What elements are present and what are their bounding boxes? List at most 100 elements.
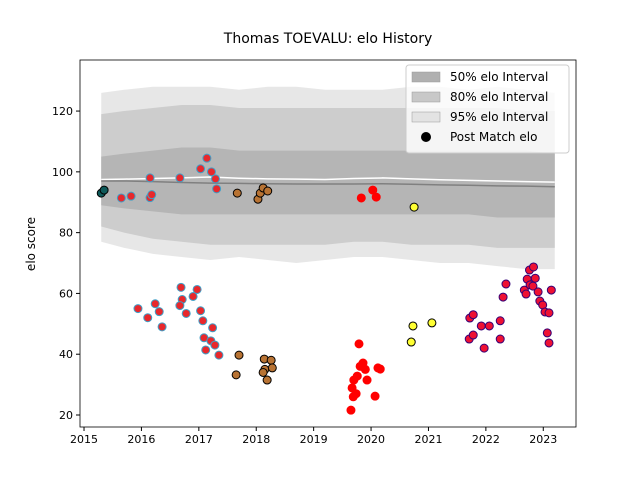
legend-label: Post Match elo xyxy=(450,130,537,144)
point xyxy=(409,202,419,212)
point xyxy=(198,316,208,326)
point xyxy=(352,371,362,381)
x-tick-label: 2021 xyxy=(414,433,442,446)
point xyxy=(371,192,381,202)
x-tick-label: 2019 xyxy=(300,433,328,446)
point xyxy=(175,173,185,183)
point xyxy=(408,321,418,331)
point xyxy=(206,167,216,177)
point xyxy=(495,316,505,326)
legend-marker xyxy=(421,132,431,142)
point xyxy=(99,185,109,195)
point xyxy=(267,363,277,373)
point xyxy=(188,291,198,301)
point xyxy=(201,345,211,355)
y-tick-label: 20 xyxy=(59,409,73,422)
point xyxy=(263,186,273,196)
point xyxy=(208,323,218,333)
point xyxy=(192,284,202,294)
point xyxy=(544,338,554,348)
legend-swatch xyxy=(411,111,441,123)
point xyxy=(427,318,437,328)
legend-label: 95% elo Interval xyxy=(450,110,548,124)
y-axis-label: elo score xyxy=(24,217,38,271)
point xyxy=(176,282,186,292)
point xyxy=(546,285,556,295)
y-tick-label: 60 xyxy=(59,287,73,300)
x-tick-label: 2016 xyxy=(127,433,155,446)
point xyxy=(212,184,222,194)
point xyxy=(370,391,380,401)
x-tick-label: 2017 xyxy=(185,433,213,446)
point xyxy=(354,339,364,349)
point xyxy=(266,355,276,365)
point xyxy=(521,289,531,299)
point xyxy=(346,405,356,415)
point xyxy=(468,330,478,340)
plot-frame xyxy=(79,59,577,428)
x-tick-label: 2015 xyxy=(70,433,98,446)
point xyxy=(232,188,242,198)
point xyxy=(116,193,126,203)
point xyxy=(126,191,136,201)
point xyxy=(231,370,241,380)
point xyxy=(202,153,212,163)
point xyxy=(544,308,554,318)
center-line xyxy=(101,180,555,188)
point xyxy=(175,301,185,311)
point xyxy=(529,262,539,272)
point xyxy=(484,321,494,331)
x-tick-label: 2018 xyxy=(242,433,270,446)
legend-label: 50% elo Interval xyxy=(450,70,548,84)
point xyxy=(210,340,220,350)
chart-title: Thomas TOEVALU: elo History xyxy=(223,31,432,47)
point xyxy=(147,190,157,200)
legend: 50% elo Interval 80% elo Interval 95% elo … xyxy=(405,64,570,154)
point xyxy=(196,164,206,174)
point xyxy=(262,375,272,385)
point xyxy=(157,322,167,332)
y-tick-label: 100 xyxy=(52,166,73,179)
point xyxy=(501,279,511,289)
legend-swatch xyxy=(411,91,441,103)
point xyxy=(528,281,538,291)
point xyxy=(181,308,191,318)
point xyxy=(356,193,366,203)
y-tick-label: 40 xyxy=(59,348,73,361)
point xyxy=(133,304,143,314)
legend-label: 80% elo Interval xyxy=(450,90,548,104)
x-tick-label: 2022 xyxy=(472,433,500,446)
x-tick-label: 2020 xyxy=(357,433,385,446)
point xyxy=(348,392,358,402)
point xyxy=(533,287,543,297)
point xyxy=(498,292,508,302)
point xyxy=(530,273,540,283)
point xyxy=(214,350,224,360)
point xyxy=(150,299,160,309)
point xyxy=(479,343,489,353)
y-tick-label: 80 xyxy=(59,227,73,240)
point xyxy=(375,364,385,374)
point xyxy=(145,173,155,183)
x-tick-label: 2023 xyxy=(529,433,557,446)
point xyxy=(476,321,486,331)
point xyxy=(210,174,220,184)
point xyxy=(154,307,164,317)
point xyxy=(258,367,268,377)
point xyxy=(362,375,372,385)
center-line xyxy=(101,176,555,183)
point xyxy=(360,364,370,374)
point xyxy=(542,328,552,338)
point xyxy=(495,334,505,344)
interval-band xyxy=(101,147,555,218)
point xyxy=(368,185,378,195)
y-tick-label: 120 xyxy=(52,105,73,118)
point xyxy=(196,306,206,316)
legend-box xyxy=(405,64,570,154)
legend-swatch xyxy=(411,71,441,83)
point xyxy=(406,337,416,347)
point xyxy=(143,313,153,323)
point xyxy=(468,310,478,320)
